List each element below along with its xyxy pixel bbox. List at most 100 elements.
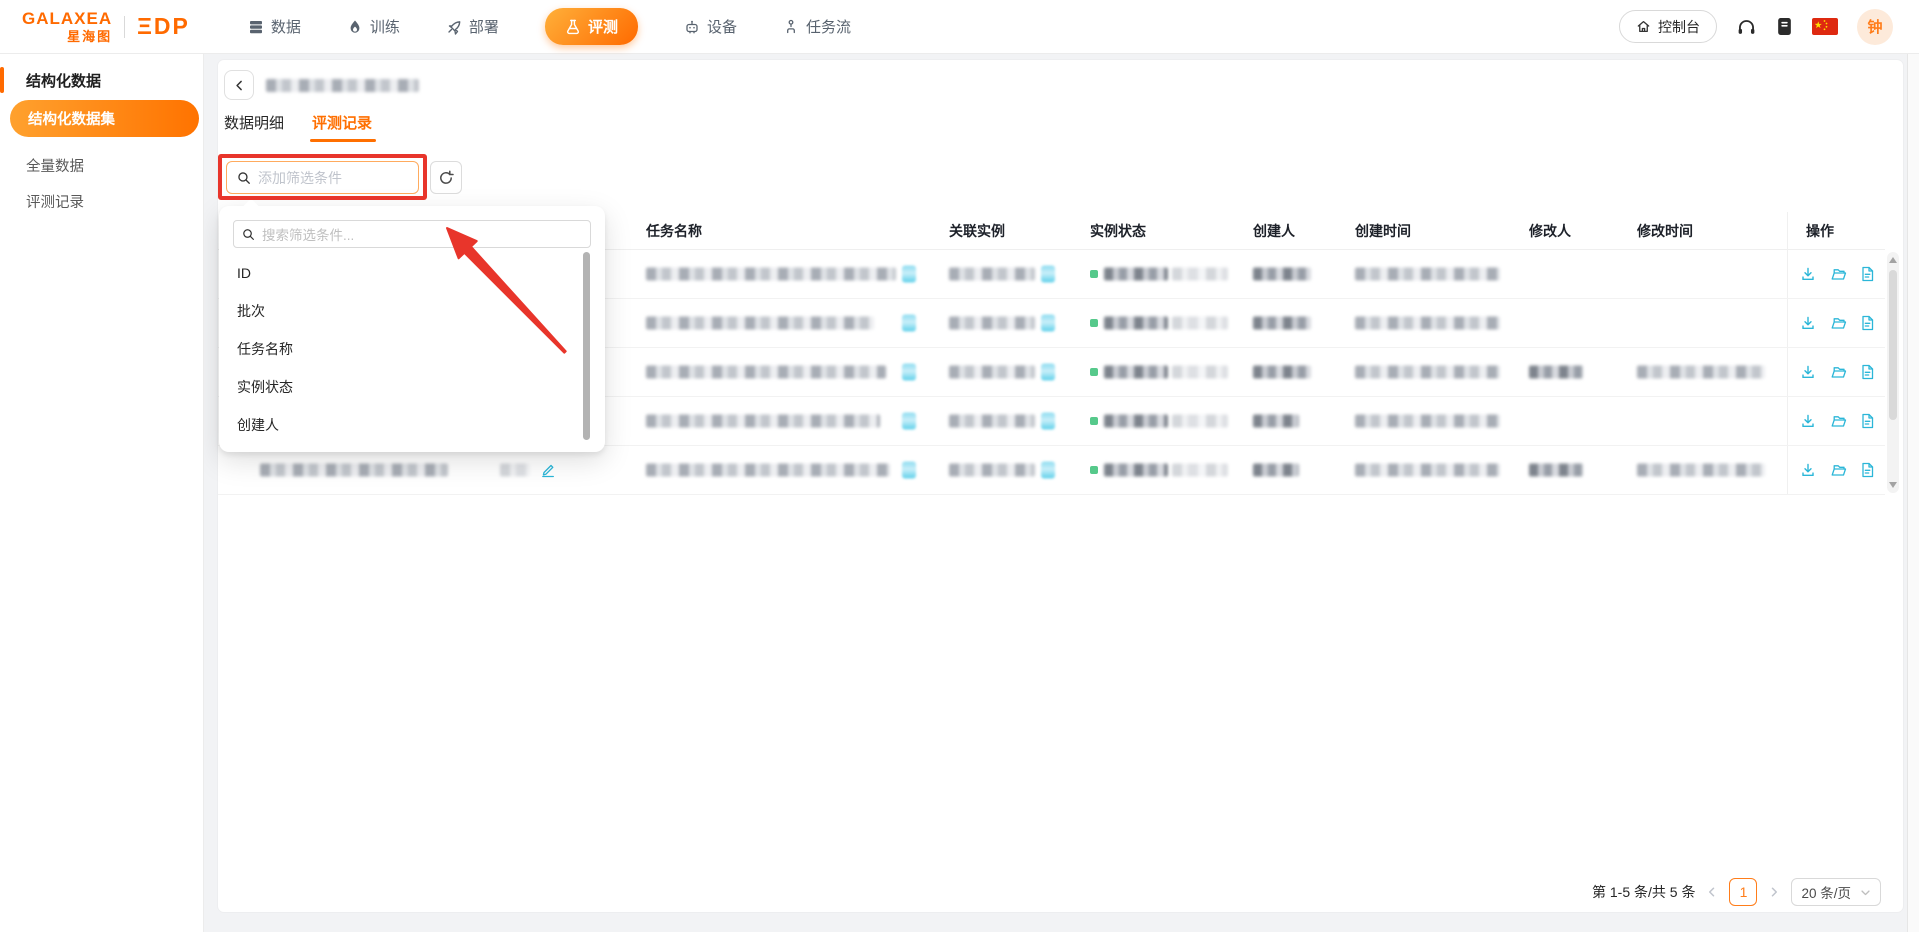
copy-icon-blurred <box>1041 412 1055 430</box>
cell-modifier-blurred <box>1529 365 1583 379</box>
main-menu: 数据 训练 部署 评测 设备 <box>248 8 851 45</box>
menu-item-deploy[interactable]: 部署 <box>446 16 499 37</box>
cell-creator-blurred <box>1253 267 1311 281</box>
cell-status-tail-blurred <box>1172 316 1228 330</box>
cell-task-name-blurred <box>646 414 880 428</box>
cell-status-blurred <box>1104 316 1168 330</box>
copy-icon-blurred <box>902 363 916 381</box>
sidebar-item-structured-dataset[interactable]: 结构化数据集 <box>10 100 199 137</box>
current-page-button[interactable]: 1 <box>1729 878 1758 906</box>
scroll-up-arrow[interactable] <box>1889 257 1897 263</box>
download-icon[interactable] <box>1800 266 1816 282</box>
window-scrollbar[interactable] <box>1907 54 1919 932</box>
file-icon[interactable] <box>1860 462 1875 478</box>
file-icon[interactable] <box>1860 315 1875 331</box>
workflow-icon <box>783 19 799 35</box>
menu-item-workflow[interactable]: 任务流 <box>783 16 851 37</box>
product-logo: ΞDP <box>137 13 190 39</box>
navbar-right: 控制台 钟 <box>1619 8 1919 45</box>
copy-icon-blurred <box>902 265 916 283</box>
actions-column-divider <box>1787 212 1788 495</box>
cell-instance-blurred <box>949 316 1035 330</box>
col-modifier: 修改人 <box>1529 223 1571 239</box>
scroll-down-arrow[interactable] <box>1889 482 1897 488</box>
robot-icon <box>684 19 700 35</box>
cell-status-blurred <box>1104 463 1168 477</box>
chevron-down-icon <box>1860 887 1871 898</box>
cell-modifier-blurred <box>1529 463 1583 477</box>
dropdown-scrollbar-thumb[interactable] <box>583 252 590 440</box>
tab-eval-records[interactable]: 评测记录 <box>312 115 373 132</box>
edit-pencil-icon[interactable] <box>540 462 556 478</box>
cell-creator-blurred <box>1253 414 1299 428</box>
scrollbar-thumb[interactable] <box>1889 270 1897 420</box>
menu-item-devices[interactable]: 设备 <box>684 16 737 37</box>
dropdown-search-input[interactable]: 搜索筛选条件... <box>233 220 591 248</box>
open-folder-icon[interactable] <box>1830 413 1847 429</box>
menu-item-data[interactable]: 数据 <box>248 16 301 37</box>
console-button[interactable]: 控制台 <box>1619 10 1717 43</box>
language-flag-cn-icon[interactable] <box>1812 18 1838 35</box>
cell-task-name-blurred <box>646 267 896 281</box>
open-folder-icon[interactable] <box>1830 462 1847 478</box>
docs-icon[interactable] <box>1776 17 1793 36</box>
cell-batch-blurred <box>500 463 530 477</box>
dropdown-option-batch[interactable]: 批次 <box>237 303 265 319</box>
prev-page-icon[interactable] <box>1706 886 1718 898</box>
refresh-button[interactable] <box>430 161 462 194</box>
database-icon <box>248 19 264 35</box>
cell-create-time-blurred <box>1355 365 1500 379</box>
back-button[interactable] <box>224 70 254 100</box>
dropdown-option-id[interactable]: ID <box>237 265 251 281</box>
menu-item-label: 数据 <box>270 19 301 36</box>
cell-create-time-blurred <box>1355 267 1500 281</box>
menu-item-label: 训练 <box>369 19 400 36</box>
download-icon[interactable] <box>1800 364 1816 380</box>
cell-status-blurred <box>1104 414 1168 428</box>
download-icon[interactable] <box>1800 462 1816 478</box>
table-scrollbar[interactable] <box>1887 252 1899 493</box>
cell-modify-time-blurred <box>1637 365 1765 379</box>
copy-icon-blurred <box>1041 363 1055 381</box>
user-avatar[interactable]: 钟 <box>1857 8 1893 45</box>
copy-icon-blurred <box>1041 265 1055 283</box>
col-actions: 操作 <box>1806 223 1834 239</box>
dropdown-option-instance-status[interactable]: 实例状态 <box>237 379 293 395</box>
download-icon[interactable] <box>1800 413 1816 429</box>
sidebar-item-full-data[interactable]: 全量数据 <box>26 158 84 175</box>
copy-icon-blurred <box>1041 461 1055 479</box>
file-icon[interactable] <box>1860 266 1875 282</box>
menu-item-train[interactable]: 训练 <box>347 16 400 37</box>
copy-icon-blurred <box>1041 314 1055 332</box>
next-page-icon[interactable] <box>1768 886 1780 898</box>
cell-create-time-blurred <box>1355 316 1500 330</box>
dropdown-option-task-name[interactable]: 任务名称 <box>237 341 293 357</box>
copy-icon-blurred <box>902 461 916 479</box>
pagination: 第 1-5 条/共 5 条 1 20 条/页 <box>1592 876 1881 908</box>
main-content: 数据明细 评测记录 添加筛选条件 任务名称 关联实例 实例状态 创建人 创建时间… <box>204 54 1919 932</box>
col-creator: 创建人 <box>1253 223 1295 239</box>
filter-search-input[interactable]: 添加筛选条件 <box>226 161 419 194</box>
sidebar-item-structured-data[interactable]: 结构化数据 <box>0 62 203 98</box>
table-header: 任务名称 关联实例 实例状态 创建人 创建时间 修改人 修改时间 操作 <box>218 212 1885 250</box>
support-headset-icon[interactable] <box>1736 16 1757 37</box>
download-icon[interactable] <box>1800 315 1816 331</box>
open-folder-icon[interactable] <box>1830 315 1847 331</box>
menu-item-evaluate[interactable]: 评测 <box>544 8 638 45</box>
open-folder-icon[interactable] <box>1830 266 1847 282</box>
dropdown-option-creator[interactable]: 创建人 <box>237 417 279 433</box>
col-related-instance: 关联实例 <box>949 223 1005 239</box>
menu-item-label: 评测 <box>587 19 618 36</box>
file-icon[interactable] <box>1860 413 1875 429</box>
col-create-time: 创建时间 <box>1355 223 1411 239</box>
file-icon[interactable] <box>1860 364 1875 380</box>
home-icon <box>1636 19 1651 34</box>
status-dot <box>1090 466 1098 474</box>
open-folder-icon[interactable] <box>1830 364 1847 380</box>
sidebar-item-eval-records[interactable]: 评测记录 <box>26 194 84 211</box>
refresh-icon <box>438 169 454 186</box>
page-size-select[interactable]: 20 条/页 <box>1791 878 1881 906</box>
cell-instance-blurred <box>949 267 1035 281</box>
table-row[interactable] <box>218 446 1885 495</box>
tab-data-detail[interactable]: 数据明细 <box>224 115 285 132</box>
